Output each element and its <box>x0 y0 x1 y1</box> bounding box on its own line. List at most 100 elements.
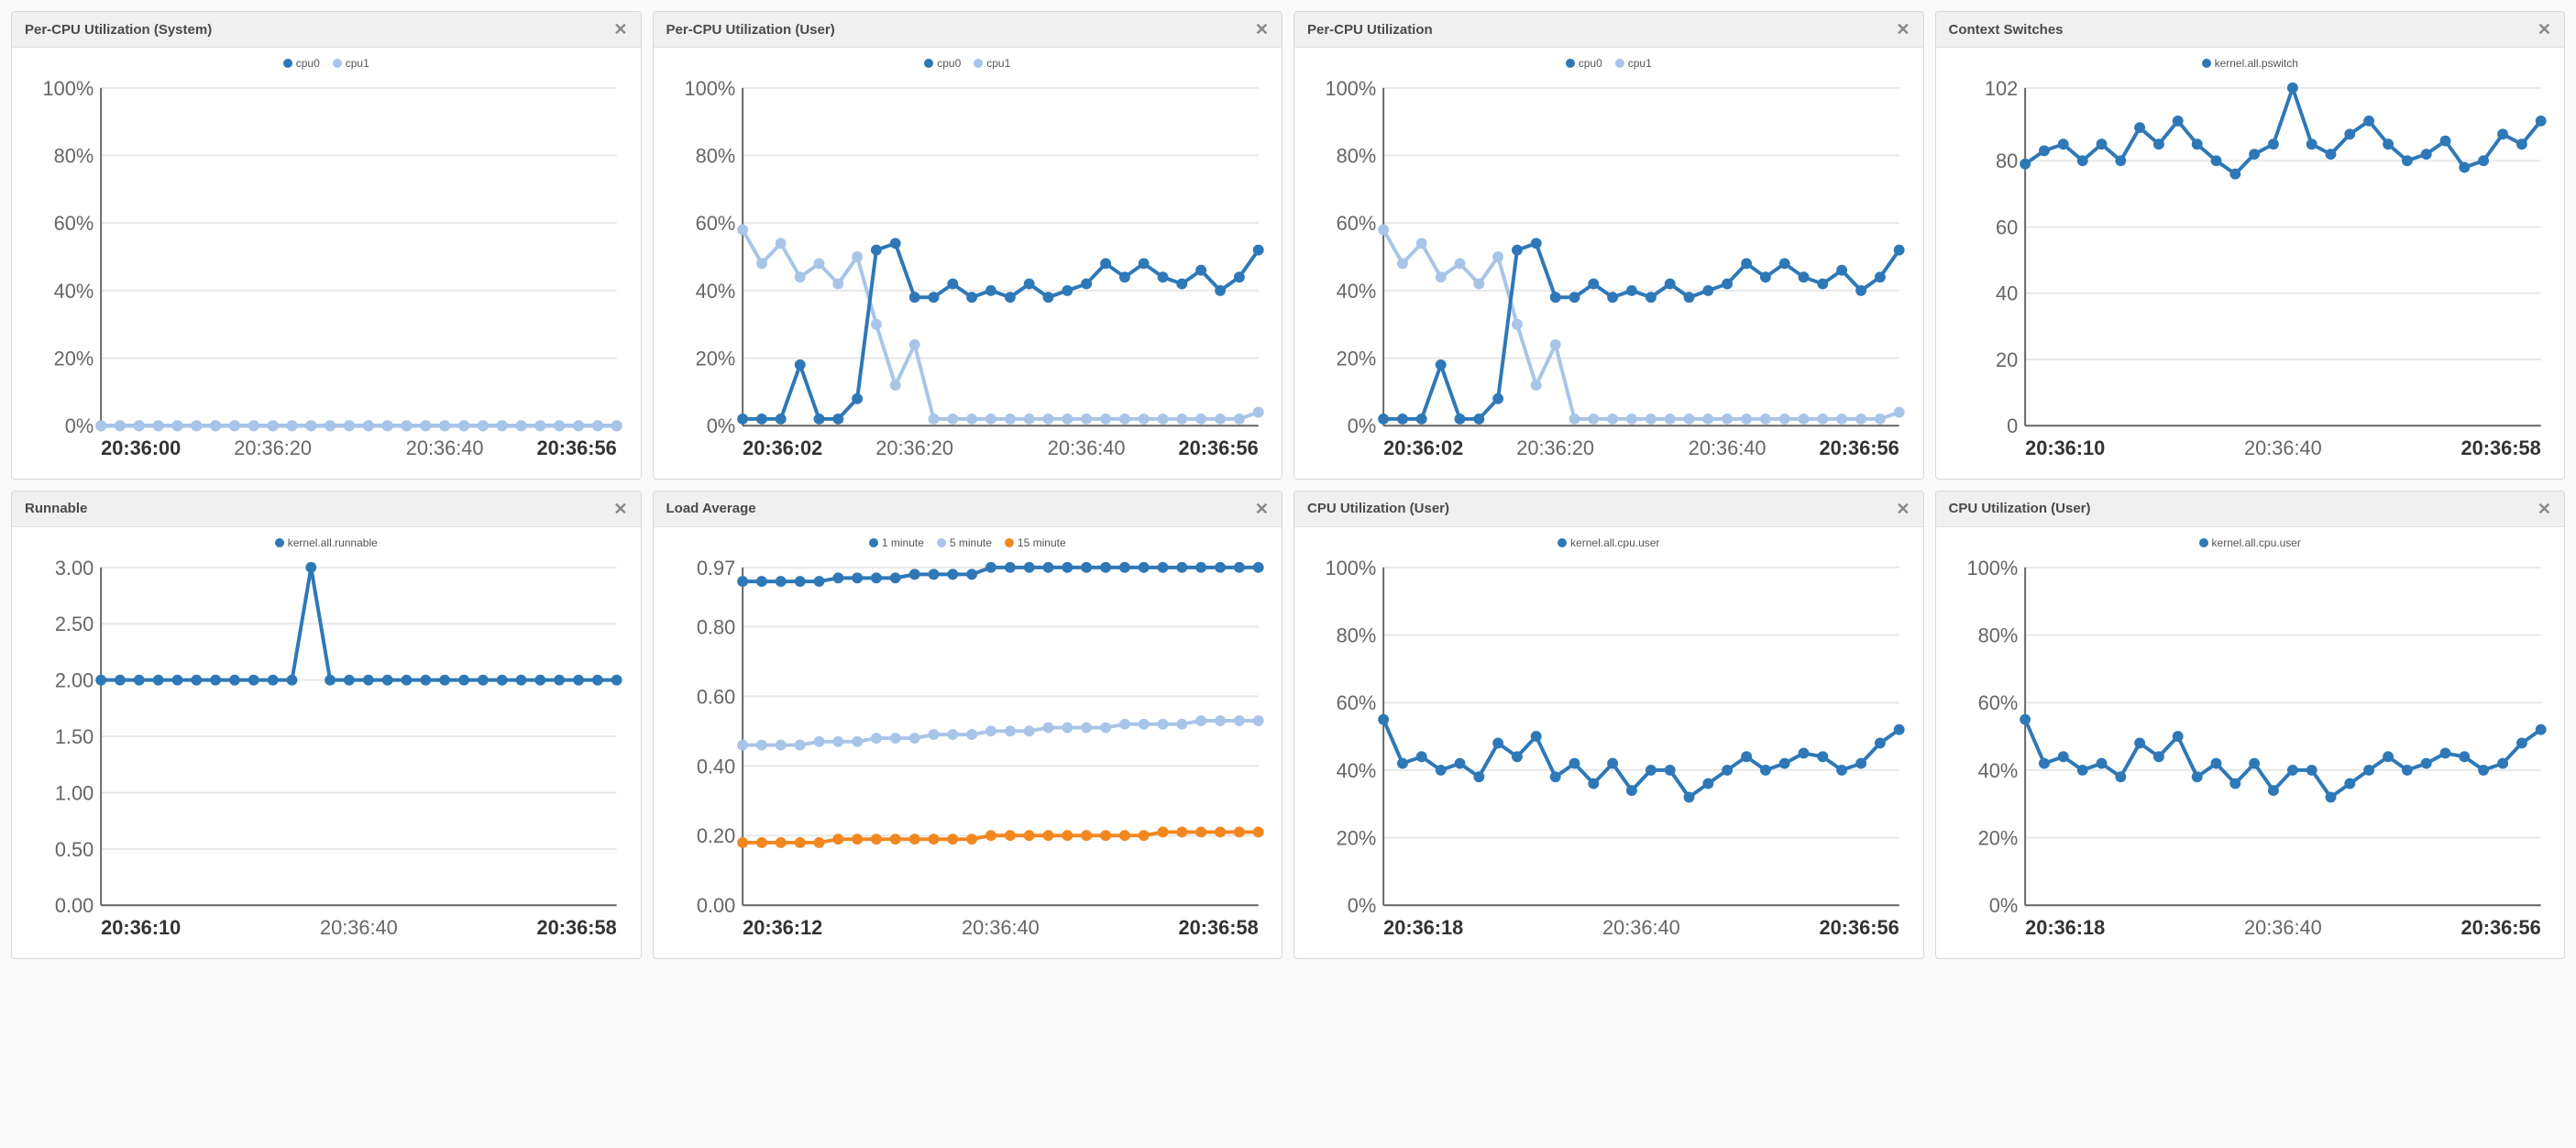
legend-dot <box>275 538 284 547</box>
legend-item[interactable]: cpu0 <box>924 57 961 70</box>
legend-label: kernel.all.runnable <box>288 536 378 549</box>
svg-text:20:36:12: 20:36:12 <box>743 916 822 939</box>
svg-text:20:36:40: 20:36:40 <box>320 916 398 939</box>
svg-text:40%: 40% <box>695 280 735 303</box>
panel-body: cpu0cpu10%20%40%60%80%100%20:36:0220:36:… <box>654 48 1282 479</box>
svg-text:0.80: 0.80 <box>696 615 734 638</box>
svg-text:0.00: 0.00 <box>55 894 94 917</box>
legend-item[interactable]: cpu0 <box>283 57 320 70</box>
svg-text:0.97: 0.97 <box>696 557 734 580</box>
panel-header: Runnable ✕ <box>12 491 641 527</box>
panel-body: kernel.all.cpu.user0%20%40%60%80%100%20:… <box>1936 527 2565 958</box>
close-icon[interactable]: ✕ <box>1896 501 1910 517</box>
panel-body: 1 minute5 minute15 minute0.000.200.400.6… <box>654 527 1282 958</box>
legend-item[interactable]: cpu1 <box>333 57 369 70</box>
svg-text:20:36:58: 20:36:58 <box>537 916 617 939</box>
svg-text:20:36:58: 20:36:58 <box>2460 436 2540 459</box>
legend-label: cpu0 <box>937 57 961 70</box>
chart-svg: 0%20%40%60%80%100%20:36:1820:36:4020:36:… <box>1300 553 1918 953</box>
svg-text:20:36:02: 20:36:02 <box>1383 436 1463 459</box>
svg-text:0.60: 0.60 <box>696 685 734 708</box>
close-icon[interactable]: ✕ <box>1896 21 1910 38</box>
svg-text:20:36:40: 20:36:40 <box>1602 916 1680 939</box>
chart-area: 0.000.501.001.502.002.503.0020:36:1020:3… <box>17 553 635 953</box>
chart-legend: kernel.all.pswitch <box>1942 57 2559 70</box>
svg-text:20:36:56: 20:36:56 <box>1820 436 1899 459</box>
svg-text:20:36:20: 20:36:20 <box>234 436 312 459</box>
legend-dot <box>283 59 292 68</box>
svg-text:0.20: 0.20 <box>696 824 734 847</box>
close-icon[interactable]: ✕ <box>613 501 627 517</box>
panel-title: Per-CPU Utilization <box>1307 22 1433 38</box>
svg-text:60%: 60% <box>695 212 735 235</box>
panel-body: kernel.all.cpu.user0%20%40%60%80%100%20:… <box>1294 527 1923 958</box>
chart-area: 02040608010220:36:1020:36:4020:36:58 <box>1942 73 2559 473</box>
legend-item[interactable]: 15 minute <box>1005 536 1066 549</box>
chart-svg: 0.000.200.400.600.800.9720:36:1220:36:40… <box>659 553 1277 953</box>
legend-item[interactable]: kernel.all.pswitch <box>2202 57 2298 70</box>
svg-text:80%: 80% <box>1977 624 2018 646</box>
legend-dot <box>333 59 342 68</box>
close-icon[interactable]: ✕ <box>613 21 627 38</box>
svg-text:100%: 100% <box>1326 77 1377 100</box>
panel-title: Per-CPU Utilization (User) <box>666 22 835 38</box>
legend-label: 5 minute <box>950 536 992 549</box>
svg-text:20:36:40: 20:36:40 <box>962 916 1040 939</box>
svg-text:20:36:20: 20:36:20 <box>1516 436 1594 459</box>
chart-panel: Runnable✕kernel.all.runnable0.000.501.00… <box>11 491 642 959</box>
legend-item[interactable]: cpu0 <box>1566 57 1602 70</box>
legend-item[interactable]: kernel.all.runnable <box>275 536 378 549</box>
chart-legend: cpu0 cpu1 <box>659 57 1277 70</box>
legend-item[interactable]: 5 minute <box>937 536 992 549</box>
svg-text:20:36:56: 20:36:56 <box>1178 436 1258 459</box>
panel-title: Runnable <box>25 501 87 516</box>
chart-legend: 1 minute 5 minute 15 minute <box>659 536 1277 549</box>
panel-header: Per-CPU Utilization (System)✕ <box>12 12 641 48</box>
panel-header: Per-CPU Utilization (User) ✕ <box>654 12 1282 48</box>
svg-text:2.00: 2.00 <box>55 668 94 691</box>
legend-item[interactable]: cpu1 <box>1615 57 1652 70</box>
svg-text:20:36:40: 20:36:40 <box>1047 436 1125 459</box>
chart-legend: kernel.all.cpu.user <box>1942 536 2559 549</box>
legend-item[interactable]: kernel.all.cpu.user <box>2199 536 2301 549</box>
svg-text:20:36:56: 20:36:56 <box>2460 916 2540 939</box>
legend-dot <box>2202 59 2211 68</box>
close-icon[interactable]: ✕ <box>2537 501 2551 517</box>
svg-text:60%: 60% <box>1337 691 1377 714</box>
legend-item[interactable]: 1 minute <box>869 536 924 549</box>
legend-label: cpu1 <box>986 57 1010 70</box>
svg-text:20:36:58: 20:36:58 <box>1178 916 1258 939</box>
svg-text:3.00: 3.00 <box>55 557 94 580</box>
legend-item[interactable]: kernel.all.cpu.user <box>1558 536 1659 549</box>
svg-text:20:36:10: 20:36:10 <box>2025 436 2105 459</box>
legend-item[interactable]: cpu1 <box>974 57 1010 70</box>
panel-body: kernel.all.runnable0.000.501.001.502.002… <box>12 527 641 958</box>
close-icon[interactable]: ✕ <box>1255 501 1269 517</box>
svg-text:102: 102 <box>1984 77 2017 100</box>
svg-text:20:36:40: 20:36:40 <box>406 436 484 459</box>
chart-panel: Per-CPU Utilization (User)✕cpu0cpu10%20%… <box>653 11 1283 480</box>
close-icon[interactable]: ✕ <box>1255 21 1269 38</box>
chart-panel: Per-CPU Utilization (System)✕cpu0cpu10%2… <box>11 11 642 480</box>
svg-text:2.50: 2.50 <box>55 613 94 635</box>
legend-label: cpu1 <box>346 57 369 70</box>
svg-text:100%: 100% <box>43 77 94 100</box>
svg-text:40%: 40% <box>54 280 94 303</box>
svg-text:1.50: 1.50 <box>55 725 94 748</box>
panel-header: CPU Utilization (User)✕ <box>1936 491 2565 527</box>
svg-text:20%: 20% <box>1337 348 1377 370</box>
chart-area: 0%20%40%60%80%100%20:36:0220:36:2020:36:… <box>1300 73 1918 473</box>
svg-text:60: 60 <box>1995 215 2017 238</box>
svg-text:20%: 20% <box>1337 826 1377 849</box>
panel-header: Load Average✕ <box>654 491 1282 527</box>
svg-text:40%: 40% <box>1337 759 1377 782</box>
chart-svg: 02040608010220:36:1020:36:4020:36:58 <box>1942 73 2559 473</box>
svg-text:60%: 60% <box>1337 212 1377 235</box>
svg-text:40%: 40% <box>1337 280 1377 303</box>
close-icon[interactable]: ✕ <box>2537 21 2551 38</box>
svg-text:0: 0 <box>2007 414 2018 437</box>
legend-label: kernel.all.pswitch <box>2215 57 2298 70</box>
svg-text:80: 80 <box>1995 149 2017 172</box>
svg-text:20:36:10: 20:36:10 <box>101 916 181 939</box>
svg-text:0.50: 0.50 <box>55 838 94 861</box>
